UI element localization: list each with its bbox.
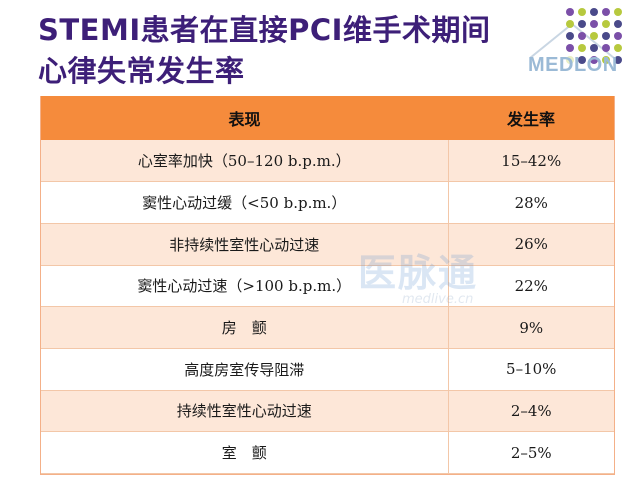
cell-manifestation: 室 颤 [41, 431, 448, 474]
cell-incidence: 22% [447, 265, 614, 308]
cell-manifestation: 心室率加快（50–120 b.p.m.） [41, 140, 448, 183]
cell-incidence: 28% [447, 181, 614, 224]
header-manifestation: 表现 [228, 110, 261, 129]
table-row: 房 颤 9% [41, 306, 614, 349]
cell-incidence: 2–4% [447, 390, 614, 433]
table-row: 窦性心动过缓（<50 b.p.m.） 28% [41, 181, 614, 224]
table-row: 高度房室传导阻滞 5–10% [41, 348, 614, 391]
cell-manifestation: 窦性心动过缓（<50 b.p.m.） [41, 181, 448, 224]
cell-incidence: 2–5% [447, 431, 614, 474]
logo-dot-grid-icon [529, 8, 622, 64]
table-row: 非持续性室性心动过速 26% [41, 223, 614, 266]
table-header-row: 表现 发生率 [41, 96, 614, 140]
header-incidence: 发生率 [506, 110, 555, 129]
cell-manifestation: 持续性室性心动过速 [41, 390, 448, 433]
arrhythmia-table-container: 表现 发生率 心室率加快（50–120 b.p.m.） 15–42% 窦性心动过… [40, 96, 615, 475]
cell-manifestation: 非持续性室性心动过速 [41, 223, 448, 266]
logo-text: MEDLON [528, 54, 618, 76]
cell-incidence: 15–42% [447, 140, 614, 183]
arrhythmia-table: 表现 发生率 心室率加快（50–120 b.p.m.） 15–42% 窦性心动过… [41, 96, 614, 474]
table-row: 持续性室性心动过速 2–4% [41, 390, 614, 433]
cell-incidence: 5–10% [447, 348, 614, 391]
table-row: 窦性心动过速（>100 b.p.m.） 22% [41, 265, 614, 308]
table-row: 心室率加快（50–120 b.p.m.） 15–42% [41, 140, 614, 183]
cell-incidence: 26% [447, 223, 614, 266]
cell-manifestation: 窦性心动过速（>100 b.p.m.） [41, 265, 448, 308]
slide-title: STEMI患者在直接PCI维手术期间 心律失常发生率 [38, 10, 558, 92]
cell-manifestation: 高度房室传导阻滞 [41, 348, 448, 391]
medlon-logo: MEDLON [520, 2, 638, 94]
slide-title-line-1: STEMI患者在直接PCI维手术期间 [38, 13, 491, 47]
table-row: 室 颤 2–5% [41, 431, 614, 474]
cell-manifestation: 房 颤 [41, 306, 448, 349]
cell-incidence: 9% [447, 306, 614, 349]
slide-title-line-2: 心律失常发生率 [38, 54, 245, 88]
